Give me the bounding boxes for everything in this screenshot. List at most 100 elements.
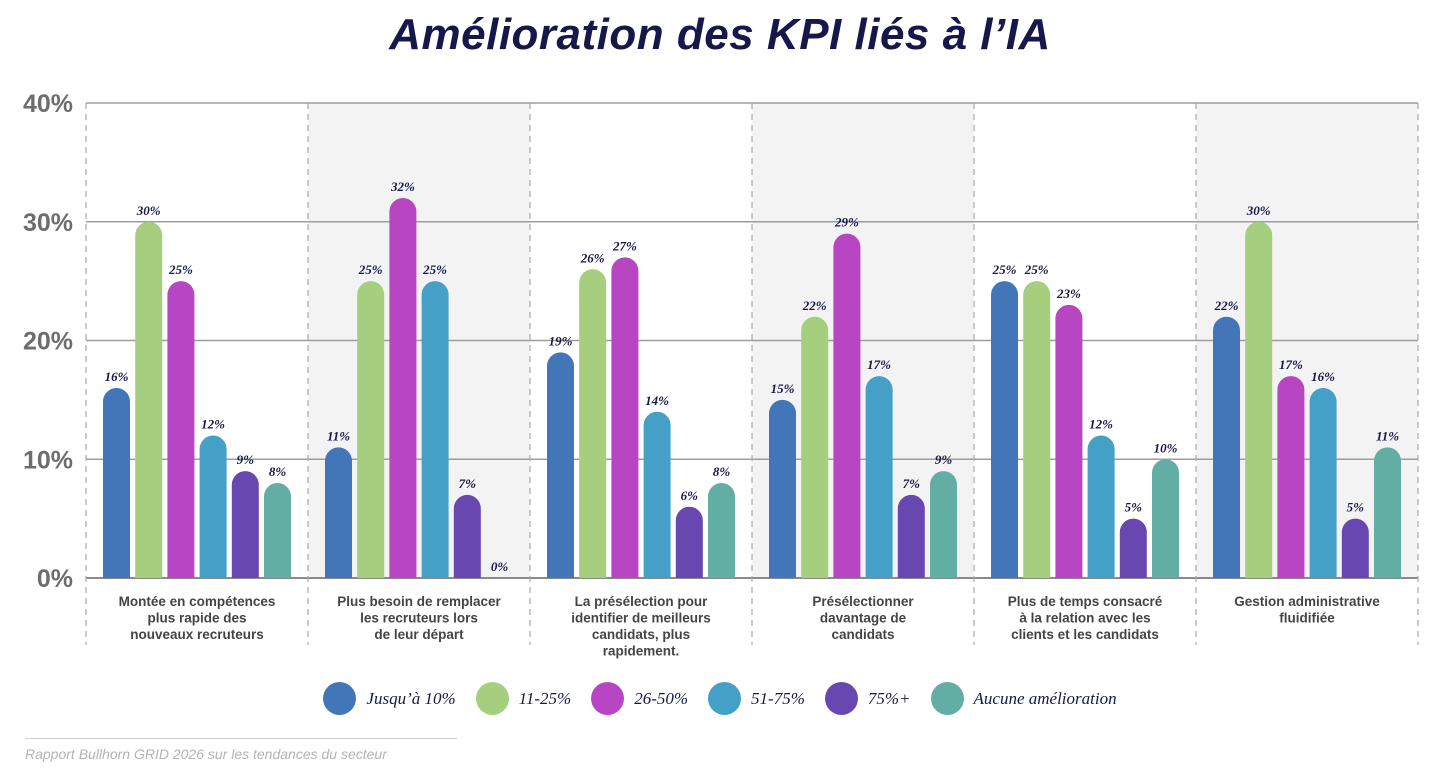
legend-item: 51-75% (708, 682, 805, 715)
bar (199, 435, 227, 578)
legend-item: Aucune amélioration (930, 682, 1117, 715)
data-label: 6% (681, 488, 699, 503)
bar (1341, 518, 1369, 578)
data-label: 30% (136, 203, 161, 218)
data-label: 12% (1089, 417, 1113, 432)
bar (325, 447, 352, 578)
bar-chart: 0% 10% 20% 30% 40% 16% 11% 19% 15% 25% 22% 30% 25% 26… (23, 90, 1419, 659)
data-label: 5% (1125, 500, 1143, 515)
bar (357, 281, 385, 578)
bar (547, 352, 574, 578)
bar (1213, 316, 1240, 578)
bar (231, 471, 259, 578)
bar (1119, 518, 1147, 578)
legend-label: Aucune amélioration (973, 688, 1117, 708)
data-label: 5% (1347, 500, 1365, 515)
data-label: 16% (105, 369, 129, 384)
bar (675, 506, 703, 578)
data-label: 25% (1024, 262, 1049, 277)
bar (264, 483, 291, 578)
data-label: 25% (358, 262, 383, 277)
chart-title: Amélioration des KPI liés à l’IA (389, 10, 1051, 59)
bar (167, 281, 195, 578)
bar (579, 269, 607, 578)
data-label: 26% (580, 250, 605, 265)
data-label: 25% (168, 262, 193, 277)
data-label: 0% (491, 559, 509, 574)
bar (103, 388, 130, 578)
category-label: Montée en compétences plus rapide des nouv… (119, 594, 276, 642)
y-tick-label: 10% (23, 446, 73, 474)
bar (421, 281, 449, 578)
data-label: 12% (201, 417, 225, 432)
legend-swatch (708, 682, 742, 715)
legend-label: 75%+ (867, 688, 911, 708)
bar (389, 198, 417, 578)
legend-swatch (323, 682, 357, 715)
data-label: 27% (612, 238, 637, 253)
data-label: 9% (237, 452, 255, 467)
bar (769, 399, 796, 578)
category-label: Gestion administrative fluidifiée (1234, 594, 1380, 626)
bar (930, 471, 957, 578)
bar (801, 316, 829, 578)
category-label: Plus de temps consacré à la relation avec… (1008, 594, 1163, 642)
data-label: 16% (1311, 369, 1335, 384)
y-tick-label: 20% (23, 328, 73, 356)
data-label: 23% (1056, 286, 1081, 301)
legend-swatch (930, 682, 964, 715)
legend-swatch (824, 682, 858, 715)
bar (1023, 281, 1051, 578)
bar (1374, 447, 1401, 578)
y-tick-label: 0% (37, 565, 73, 593)
data-label: 7% (459, 476, 477, 491)
bar (1055, 304, 1083, 578)
legend-item: 26-50% (591, 682, 688, 715)
data-label: 29% (834, 215, 859, 230)
data-label: 17% (1279, 357, 1303, 372)
legend-item: 11-25% (475, 682, 572, 715)
bar (643, 411, 671, 578)
bar (1277, 376, 1305, 578)
y-tick-label: 40% (23, 90, 73, 118)
bar (1152, 459, 1179, 578)
legend-swatch (475, 682, 509, 715)
bar (453, 494, 481, 578)
category-label: La présélection pour identifier de meille… (571, 594, 711, 659)
legend-label: Jusqu’à 10% (366, 688, 456, 708)
data-label: 11% (327, 428, 350, 443)
data-label: 14% (645, 393, 669, 408)
bar (1245, 221, 1273, 578)
bar (611, 257, 639, 578)
legend-label: 26-50% (634, 688, 689, 708)
data-label: 30% (1246, 203, 1271, 218)
data-label: 15% (771, 381, 795, 396)
legend-item: Jusqu’à 10% (323, 682, 456, 715)
data-label: 11% (1376, 428, 1399, 443)
data-label: 17% (867, 357, 891, 372)
data-label: 32% (390, 179, 415, 194)
legend-swatch (591, 682, 625, 715)
data-label: 8% (713, 464, 731, 479)
legend: Jusqu’à 10% 11-25% 26-50% 51-75% 75%+ Aucune … (0, 682, 1440, 715)
bar (865, 376, 893, 578)
legend-item: 75%+ (824, 682, 911, 715)
category-label: Présélectionner davantage de candidats (812, 594, 914, 642)
data-label: 8% (269, 464, 287, 479)
bar (708, 483, 735, 578)
data-label: 19% (549, 333, 573, 348)
data-label: 9% (935, 452, 953, 467)
y-tick-label: 30% (23, 209, 73, 237)
legend-label: 11-25% (518, 688, 572, 708)
source-note: Rapport Bullhorn GRID 2026 sur les tenda… (25, 746, 387, 762)
data-label: 22% (802, 298, 827, 313)
data-label: 22% (1214, 298, 1239, 313)
data-label: 25% (422, 262, 447, 277)
data-label: 10% (1154, 440, 1178, 455)
legend-label: 51-75% (751, 688, 805, 708)
bar (833, 233, 861, 578)
bar (1087, 435, 1115, 578)
bar (991, 281, 1018, 578)
data-label: 25% (992, 262, 1017, 277)
data-label: 7% (903, 476, 921, 491)
